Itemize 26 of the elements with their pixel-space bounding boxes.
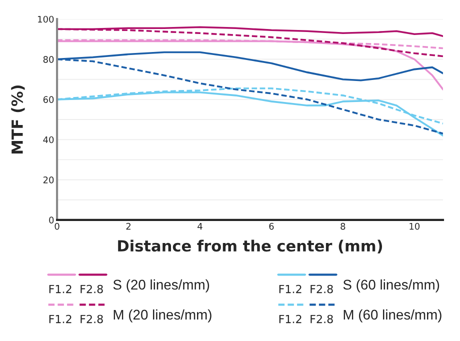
x-tick-label: 6 <box>269 222 274 230</box>
x-tick-label: 2 <box>126 222 130 230</box>
legend-label: F1.2 <box>279 314 302 324</box>
x-axis-title: Distance from the center (mm) <box>118 240 382 254</box>
y-tick-label: 80 <box>43 56 54 63</box>
y-tick-label: 60 <box>43 96 54 103</box>
x-tick-label: 0 <box>54 222 60 230</box>
legend-label: F1.2 <box>49 314 72 324</box>
text: S (60 lines/mm) <box>343 279 440 292</box>
y-tick-label: 40 <box>43 136 54 144</box>
legend-label: F2.8 <box>310 314 333 324</box>
legend-label: F2.8 <box>310 284 333 294</box>
legend-label: F1.2 <box>279 284 302 294</box>
legend-label: F1.2 <box>49 284 72 294</box>
legend-label: F2.8 <box>80 314 103 324</box>
y-tick-label: 100 <box>38 16 54 23</box>
y-tick-label: 0 <box>49 216 54 224</box>
x-tick-label: 4 <box>198 223 202 230</box>
text: M (60 lines/mm) <box>344 309 442 322</box>
x-tick-label: 10 <box>410 222 420 230</box>
legend-label: F2.8 <box>80 284 103 294</box>
text: S (20 lines/mm) <box>113 279 210 292</box>
y-axis-title: MTF (%) <box>11 86 25 154</box>
y-tick-label: 20 <box>43 176 54 184</box>
text: M (20 lines/mm) <box>114 309 212 322</box>
x-tick-label: 8 <box>340 222 346 230</box>
